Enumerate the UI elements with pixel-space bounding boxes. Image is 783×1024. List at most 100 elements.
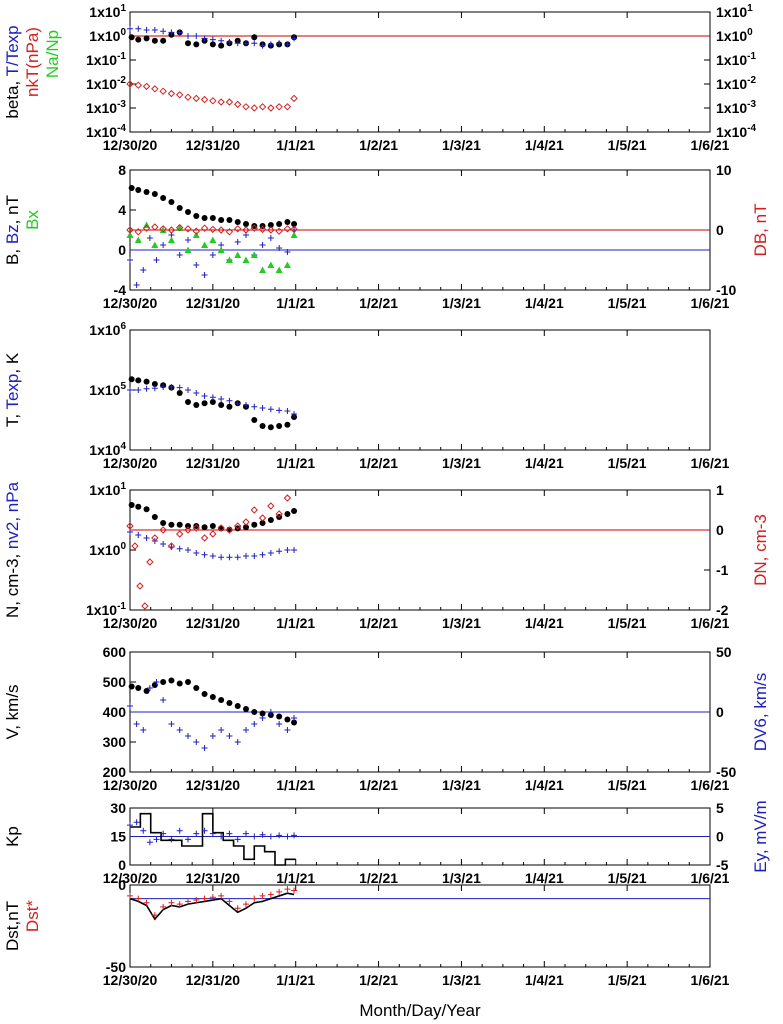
y2-axis-label: DB, nT <box>751 204 770 257</box>
data-point <box>234 100 242 109</box>
x-tick-label: 1/4/21 <box>525 295 564 311</box>
x-tick-label: 1/6/21 <box>691 137 730 153</box>
data-point <box>291 411 298 417</box>
data-point <box>284 511 291 517</box>
data-point <box>291 221 298 227</box>
data-point <box>135 685 142 691</box>
x-tick-label: 12/30/20 <box>103 870 158 886</box>
data-point <box>259 715 266 721</box>
y-tick-label: 15 <box>110 829 126 845</box>
data-point <box>185 898 191 905</box>
x-tick-label: 12/31/20 <box>186 455 241 471</box>
x-tick-label: 12/31/20 <box>186 870 241 886</box>
data-point <box>176 384 183 391</box>
data-point <box>133 282 140 288</box>
panel-t: 12/30/20 12/31/20 1/1/21 1/2/21 1/3/21 1/4/21… <box>89 321 729 471</box>
x-tick-label: 12/31/20 <box>186 295 241 311</box>
data-point <box>276 721 283 727</box>
data-point <box>226 700 233 706</box>
x-tick-label: 1/5/21 <box>608 615 647 631</box>
data-point <box>168 199 175 205</box>
data-point <box>176 390 183 396</box>
y-tick-label: 1x104 <box>89 441 126 458</box>
data-point <box>126 226 134 234</box>
data-point <box>284 833 291 840</box>
data-point <box>267 104 275 112</box>
data-point <box>143 899 150 906</box>
data-point <box>251 223 258 229</box>
data-point <box>159 526 167 534</box>
data-point <box>259 551 266 558</box>
data-point <box>242 103 250 111</box>
y-tick-label: -4 <box>114 282 127 298</box>
data-point <box>185 40 191 47</box>
data-point <box>168 29 175 36</box>
data-point <box>209 830 216 837</box>
y-axis-label-2: Dst* <box>23 900 42 933</box>
y-axis-label: Kp <box>3 826 22 847</box>
data-point <box>209 733 216 739</box>
data-point <box>201 827 208 834</box>
y-tick-label: 1x100 <box>89 541 126 558</box>
data-point <box>267 891 274 898</box>
data-point <box>290 231 298 238</box>
data-point <box>251 417 258 423</box>
series-v-1 <box>127 679 298 751</box>
data-point <box>167 89 176 98</box>
data-point <box>267 517 274 523</box>
data-point <box>243 402 249 408</box>
panel-v: 12/30/20 12/31/20 1/1/21 1/2/21 1/3/21 1/4/21… <box>103 644 737 793</box>
data-point <box>226 217 233 223</box>
data-point <box>143 189 150 195</box>
x-tick-label: 1/1/21 <box>276 777 315 793</box>
data-point <box>192 227 200 235</box>
data-point <box>218 892 225 899</box>
data-point <box>243 706 249 712</box>
data-point <box>176 205 183 211</box>
data-point <box>167 542 176 550</box>
y2-tick-label: 0 <box>716 222 724 238</box>
y-tick-label: 0 <box>118 857 126 873</box>
x-tick-label: 1/6/21 <box>691 615 730 631</box>
data-point <box>251 721 258 727</box>
data-point <box>176 727 183 733</box>
data-point <box>217 98 225 106</box>
data-point <box>146 235 153 241</box>
y-tick-label: 4 <box>118 202 126 218</box>
y-tick-label: 0 <box>118 877 126 893</box>
y2-tick-label: -1 <box>716 562 729 578</box>
y2-tick-label: -5 <box>716 857 729 873</box>
data-point <box>140 727 147 733</box>
data-point <box>234 251 242 258</box>
x-tick-label: 1/4/21 <box>525 455 564 471</box>
data-point <box>201 895 208 902</box>
data-point <box>127 387 133 393</box>
data-point <box>133 819 140 826</box>
y-tick-label: 1x10-3 <box>86 99 126 116</box>
y-tick-label: 300 <box>103 734 127 750</box>
data-point <box>267 424 274 431</box>
y-axis-label: V, km/s <box>3 684 22 739</box>
x-tick-label: 1/2/21 <box>359 295 398 311</box>
data-point <box>135 25 142 32</box>
data-point <box>193 550 200 556</box>
data-point <box>275 103 283 111</box>
data-point <box>133 721 140 727</box>
data-point <box>185 836 191 843</box>
x-tick-label: 12/31/20 <box>186 972 241 988</box>
data-point <box>193 41 200 48</box>
data-point <box>168 899 175 906</box>
data-point <box>193 830 200 837</box>
data-point <box>276 548 283 555</box>
y2-tick-label: 1x10-2 <box>716 75 756 92</box>
data-point <box>200 224 209 232</box>
data-point <box>167 236 175 243</box>
data-point <box>218 217 225 223</box>
data-point <box>283 225 292 233</box>
data-point <box>209 36 216 43</box>
y-tick-label: 500 <box>103 674 127 690</box>
x-tick-label: 1/1/21 <box>276 137 315 153</box>
y2-tick-label: 0 <box>716 704 724 720</box>
data-point <box>217 226 225 234</box>
data-point <box>176 827 183 834</box>
